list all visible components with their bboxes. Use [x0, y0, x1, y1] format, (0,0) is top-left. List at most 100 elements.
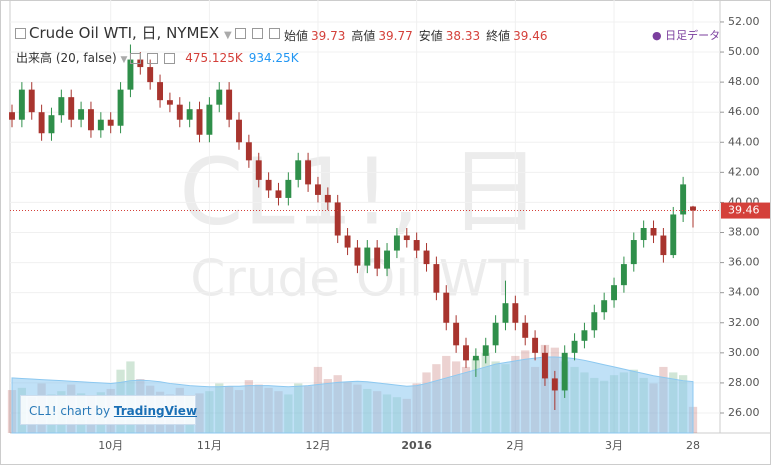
y-tick-label: 52.00: [728, 15, 760, 28]
candle-body: [38, 112, 45, 134]
candle-body: [403, 235, 410, 241]
candle-body: [216, 89, 223, 105]
candle-body: [226, 89, 233, 120]
candle-body: [255, 160, 262, 180]
candle-body: [571, 340, 578, 353]
candle-body: [314, 184, 321, 195]
candle-body: [423, 250, 430, 265]
data-link-text[interactable]: 日足データ: [665, 29, 721, 42]
ohlc-value: 39.77: [378, 29, 413, 43]
candle-body: [265, 179, 272, 191]
y-tick-label: 28.00: [728, 376, 760, 389]
credit-link[interactable]: TradingView: [113, 404, 198, 418]
candle-body: [640, 228, 647, 241]
candle-body: [147, 67, 154, 83]
x-tick-label: 2月: [506, 439, 524, 452]
candle-body: [206, 104, 213, 135]
candle-body: [453, 322, 460, 346]
candle-body: [28, 89, 35, 113]
symbol-row: Crude Oil WTI, 日, NYMEX ▼: [12, 22, 283, 43]
y-tick-label: 46.00: [728, 105, 760, 118]
ohlc-legend: 始値 39.73 高値 39.77 安値 38.33 終値 39.46: [284, 27, 554, 44]
candle-body: [157, 82, 164, 101]
ohlc-value: 39.73: [311, 29, 346, 43]
candle-body: [591, 312, 598, 331]
y-tick-label: 26.00: [728, 406, 760, 419]
y-tick-label: 44.00: [728, 135, 760, 148]
y-tick-label: 50.00: [728, 45, 760, 58]
candle-body: [601, 300, 608, 313]
candle-body: [344, 235, 351, 248]
ohlc-label: 高値: [351, 29, 376, 43]
watermark-symbol: CL1!, 日: [179, 138, 540, 245]
x-tick-label: 10月: [98, 439, 123, 452]
candle-body: [581, 330, 588, 341]
y-tick-label: 38.00: [728, 226, 760, 239]
candle-body: [68, 97, 75, 120]
candle-body: [97, 119, 104, 131]
candle-body: [413, 240, 420, 251]
y-tick-label: 48.00: [728, 75, 760, 88]
candle-body: [127, 59, 134, 90]
candle-body: [78, 109, 85, 120]
credit-box: CL1! chart by TradingView: [20, 395, 198, 425]
y-tick-label: 42.00: [728, 165, 760, 178]
candle-body: [502, 303, 509, 323]
candle-body: [443, 292, 450, 323]
volume-row: 出来高 (20, false) ▼ 475.125K 934.25K: [16, 51, 299, 65]
candle-body: [9, 112, 15, 120]
candle-body: [532, 337, 539, 353]
candle-body: [433, 264, 440, 293]
candle-body: [245, 142, 252, 161]
candle-body: [176, 104, 183, 120]
candle-body: [354, 247, 361, 266]
ohlc-label: 終値: [486, 29, 511, 43]
candle-body: [107, 119, 114, 126]
candle-body: [551, 378, 558, 391]
candle-body: [482, 345, 489, 356]
symbol[interactable]: Crude Oil WTI, 日, NYMEX: [29, 24, 220, 42]
candle-body: [285, 179, 292, 198]
ohlc-label: 始値: [284, 29, 309, 43]
watermark-name: Crude Oil WTI: [190, 250, 533, 308]
candle-body: [472, 355, 479, 361]
data-link[interactable]: ● 日足データ: [652, 29, 721, 42]
volume-study[interactable]: 出来高 (20, false): [16, 51, 117, 65]
candle-body: [324, 194, 331, 203]
candle-body: [463, 345, 469, 361]
candle-body: [166, 100, 173, 105]
last-price-box: [721, 202, 770, 219]
candle-body: [364, 247, 371, 266]
candle-body: [522, 322, 529, 338]
y-tick-label: 32.00: [728, 316, 760, 329]
y-tick-label: 30.00: [728, 346, 760, 359]
candle-body: [660, 235, 667, 256]
candle-body: [374, 247, 381, 269]
candle-body: [275, 190, 282, 198]
candle-body: [541, 352, 548, 379]
candle-body: [512, 303, 519, 323]
candle-body: [58, 97, 65, 116]
x-tick-label: 2016: [401, 439, 432, 452]
credit-text: CL1! chart by: [29, 404, 111, 418]
x-tick-label: 11月: [197, 439, 222, 452]
candle-body: [611, 285, 618, 301]
candle-body: [670, 214, 677, 256]
candle-body: [650, 228, 657, 236]
candle-body: [117, 89, 124, 126]
ohlc-value: 39.46: [513, 29, 548, 43]
x-tick-label: 3月: [605, 439, 623, 452]
candle-body: [334, 202, 341, 236]
volume-value: 475.125K: [185, 51, 243, 65]
y-tick-label: 36.00: [728, 256, 760, 269]
candle-body: [561, 352, 568, 391]
candle-body: [236, 119, 242, 143]
candle-body: [196, 109, 203, 135]
volume-ma-value: 934.25K: [248, 51, 299, 65]
candle-body: [492, 322, 499, 346]
candle-body: [393, 235, 400, 251]
x-tick-label: 28: [686, 439, 700, 452]
candle-body: [680, 184, 687, 215]
